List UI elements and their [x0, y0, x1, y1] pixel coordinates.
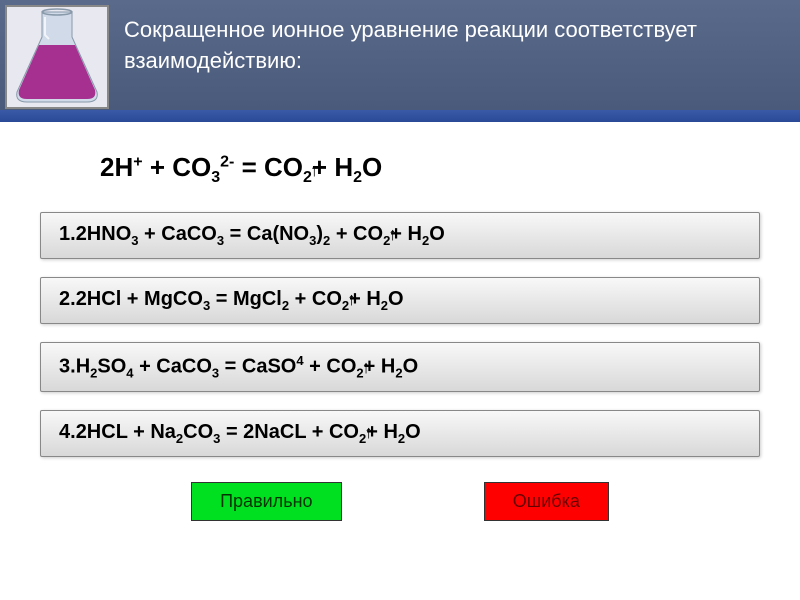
eq-text: O [388, 288, 404, 310]
eq-sub: 3 [217, 233, 224, 248]
eq-text: = CaSO [219, 356, 296, 378]
option-number: 1. [59, 223, 76, 245]
answer-option[interactable]: 1.2HNO3 + CaCO3 = Ca(NO3)2 + CO2+ H2O [40, 212, 760, 259]
eq-sub: 2 [282, 298, 289, 313]
eq-sup: 4 [296, 353, 303, 368]
button-row: Правильно Ошибка [40, 482, 760, 521]
slide-header: Сокращенное ионное уравнение реакции соо… [0, 0, 800, 110]
options-list: 1.2HNO3 + CaCO3 = Ca(NO3)2 + CO2+ H2O2.2… [40, 212, 760, 457]
eq-text: 2HCL + Na [76, 421, 176, 443]
option-number: 4. [59, 421, 76, 443]
eq-text: O [362, 152, 382, 182]
eq-text: 2HCl + MgCO [76, 288, 203, 310]
eq-text: + CO [143, 152, 212, 182]
slide-title: Сокращенное ионное уравнение реакции соо… [109, 0, 800, 77]
answer-option[interactable]: 2.2HCl + MgCO3 = MgCl2 + CO2+ H2O [40, 277, 760, 324]
eq-text: = CO [234, 152, 303, 182]
wrong-button[interactable]: Ошибка [484, 482, 609, 521]
eq-text: 2HNO [76, 223, 132, 245]
eq-sub: 3 [211, 169, 220, 186]
flask-icon [7, 7, 107, 107]
eq-sup: 2- [220, 153, 234, 170]
eq-text: = MgCl [210, 288, 282, 310]
eq-text: + CaCO [139, 223, 217, 245]
option-number: 3. [59, 356, 76, 378]
eq-sub: 2 [353, 169, 362, 186]
eq-text: + CO [330, 223, 383, 245]
eq-text: = Ca(NO [224, 223, 309, 245]
eq-sub: 2 [381, 298, 388, 313]
eq-text: CO [183, 421, 213, 443]
content-area: 2H+ + CO32- = CO2+ H2O 1.2HNO3 + CaCO3 =… [0, 122, 800, 521]
eq-text: H [76, 356, 90, 378]
flask-image [5, 5, 109, 109]
eq-sub: 3 [131, 233, 138, 248]
eq-sub: 2 [395, 366, 402, 381]
eq-text: + CaCO [134, 356, 212, 378]
eq-text: + CO [304, 356, 357, 378]
eq-text: SO [97, 356, 126, 378]
eq-text: = 2NaCL + CO [220, 421, 359, 443]
eq-text: O [403, 356, 419, 378]
eq-text: O [429, 223, 445, 245]
eq-text: + CO [289, 288, 342, 310]
divider-bar [0, 110, 800, 122]
answer-option[interactable]: 3.H2SO4 + CaCO3 = CaSO4 + CO2+ H2O [40, 342, 760, 392]
answer-option[interactable]: 4.2HCL + Na2CO3 = 2NaCL + CO2+ H2O [40, 410, 760, 457]
correct-button[interactable]: Правильно [191, 482, 341, 521]
option-number: 2. [59, 288, 76, 310]
eq-text: 2H [100, 152, 133, 182]
main-equation: 2H+ + CO32- = CO2+ H2O [100, 152, 760, 187]
eq-text: O [405, 421, 421, 443]
eq-sub: 4 [126, 366, 133, 381]
eq-sup: + [133, 153, 142, 170]
